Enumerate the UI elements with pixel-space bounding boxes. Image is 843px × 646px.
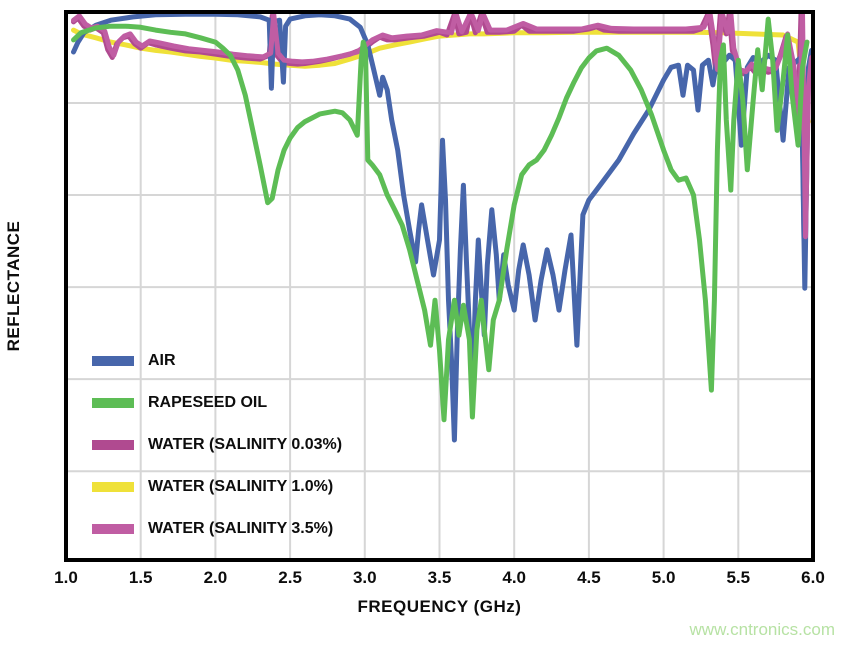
x-axis-title: FREQUENCY (GHz) <box>357 597 522 616</box>
x-tick-label: 6.0 <box>801 568 825 587</box>
legend-swatch <box>92 356 134 366</box>
legend-item: WATER (SALINITY 0.03%) <box>92 424 342 466</box>
legend-label: RAPESEED OIL <box>148 394 268 411</box>
legend-label: WATER (SALINITY 3.5%) <box>148 520 334 537</box>
x-tick-label: 3.5 <box>427 568 452 587</box>
legend-swatch <box>92 482 134 492</box>
x-tick-label: 4.0 <box>502 568 526 587</box>
watermark-link[interactable]: www.cntronics.com <box>689 620 835 639</box>
series-line-rapeseed-oil <box>71 16 810 423</box>
x-tick-label: 1.5 <box>128 568 153 587</box>
legend-label: AIR <box>148 352 176 369</box>
legend-item: AIR <box>92 340 342 382</box>
legend-item: RAPESEED OIL <box>92 382 342 424</box>
x-tick-label: 5.0 <box>651 568 676 587</box>
legend: AIR RAPESEED OIL WATER (SALINITY 0.03%) WAT… <box>92 340 342 550</box>
legend-swatch <box>92 440 134 450</box>
x-tick-label: 1.0 <box>54 568 78 587</box>
y-axis-title: REFLECTANCE <box>4 220 23 352</box>
x-tick-label: 5.5 <box>726 568 751 587</box>
x-tick-label: 3.0 <box>352 568 377 587</box>
legend-item: WATER (SALINITY 3.5%) <box>92 508 342 550</box>
legend-swatch <box>92 398 134 408</box>
plot-frame <box>64 10 815 562</box>
legend-label: WATER (SALINITY 1.0%) <box>148 478 334 495</box>
x-tick-label: 2.0 <box>203 568 228 587</box>
x-tick-label: 4.5 <box>577 568 601 587</box>
legend-swatch <box>92 524 134 534</box>
x-tick-label: 2.5 <box>278 568 302 587</box>
legend-label: WATER (SALINITY 0.03%) <box>148 436 343 453</box>
legend-item: WATER (SALINITY 1.0%) <box>92 466 342 508</box>
